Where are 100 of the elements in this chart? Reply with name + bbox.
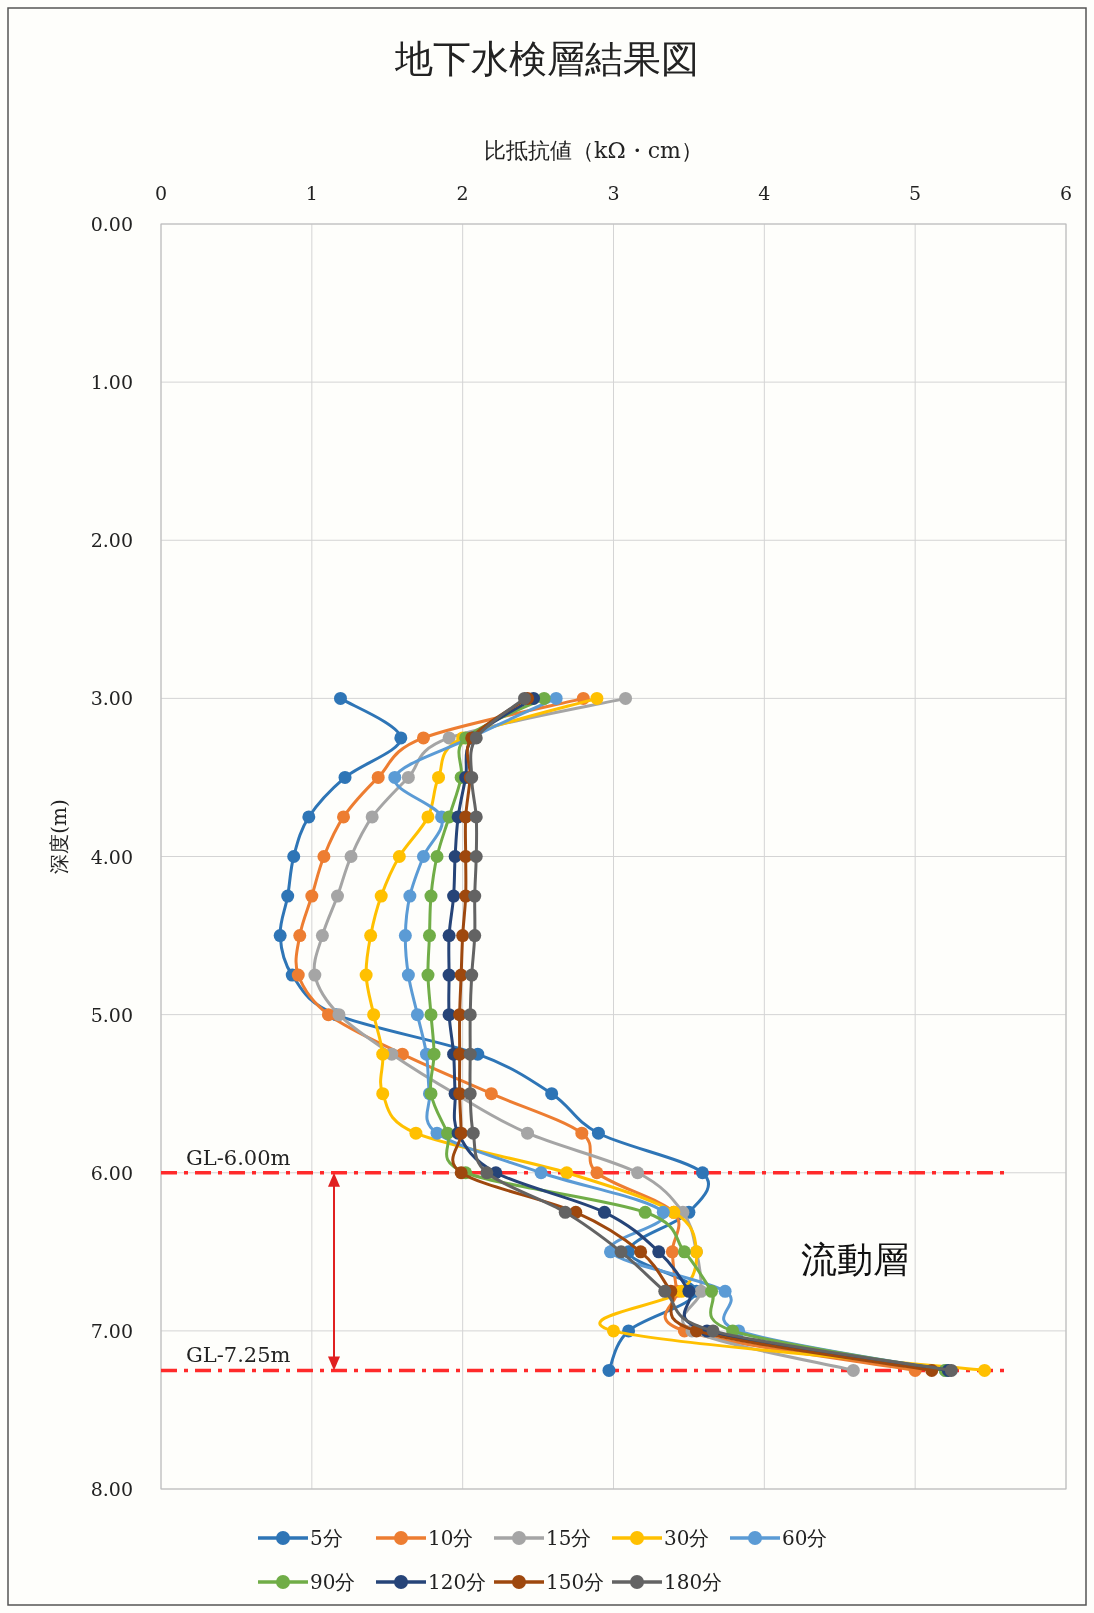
point	[718, 1284, 732, 1298]
point	[453, 1008, 467, 1022]
point	[398, 929, 412, 943]
point	[463, 1047, 477, 1061]
point	[416, 731, 430, 745]
chart-title: 地下水検層結果図	[394, 37, 699, 81]
y-axis-title: 深度(m)	[47, 799, 71, 874]
x-tick-label: 5	[909, 182, 922, 204]
point	[424, 1008, 438, 1022]
point	[695, 1166, 709, 1180]
point	[634, 1245, 648, 1259]
point	[315, 929, 329, 943]
point	[484, 1087, 498, 1101]
point	[534, 1166, 548, 1180]
x-tick-label: 2	[456, 182, 469, 204]
y-tick-label: 4.00	[90, 845, 133, 868]
point	[480, 1166, 494, 1180]
y-tick-label: 6.00	[90, 1161, 133, 1184]
point	[463, 1008, 477, 1022]
point	[442, 929, 456, 943]
point	[447, 889, 461, 903]
point	[416, 850, 430, 863]
point	[273, 929, 287, 943]
point	[302, 810, 316, 824]
point	[537, 691, 551, 705]
point	[545, 1087, 559, 1101]
point	[590, 691, 604, 705]
legend-label: 150分	[546, 1570, 605, 1594]
y-tick-label: 0.00	[90, 213, 133, 235]
point	[521, 1126, 535, 1140]
point	[364, 929, 378, 943]
x-axis-title: 比抵抗値（kΩ・cm）	[484, 138, 703, 163]
legend-label: 60分	[782, 1526, 828, 1550]
point	[454, 1166, 468, 1180]
point	[469, 850, 483, 863]
legend-label: 15分	[546, 1526, 592, 1550]
point	[459, 850, 473, 863]
legend-label: 5分	[310, 1526, 343, 1550]
point	[652, 1245, 666, 1259]
point	[619, 691, 633, 705]
point	[677, 1245, 691, 1259]
point	[614, 1245, 628, 1259]
point	[392, 850, 406, 863]
point	[401, 770, 415, 784]
point	[293, 929, 307, 943]
legend-label: 10分	[428, 1526, 474, 1550]
x-tick-label: 6	[1059, 182, 1073, 204]
point	[558, 1205, 572, 1219]
point	[463, 1087, 477, 1101]
point	[338, 770, 352, 784]
point	[287, 850, 301, 863]
point	[308, 968, 322, 982]
point	[560, 1166, 574, 1180]
point	[466, 1126, 480, 1140]
point	[281, 889, 295, 903]
point	[549, 691, 563, 705]
point	[456, 929, 470, 943]
legend-label: 120分	[428, 1570, 487, 1594]
point	[305, 889, 319, 903]
point	[365, 810, 379, 824]
point	[410, 1008, 424, 1022]
point	[602, 1363, 616, 1377]
x-tick-label: 1	[305, 182, 318, 204]
point	[442, 968, 456, 982]
point	[337, 810, 351, 824]
ref-line-label: GL-6.00m	[186, 1145, 291, 1170]
point	[682, 1284, 696, 1298]
legend-label: 180分	[664, 1570, 723, 1594]
x-tick-label: 3	[607, 182, 620, 204]
point	[422, 929, 436, 943]
y-tick-label: 3.00	[90, 687, 133, 710]
y-tick-label: 5.00	[90, 1003, 133, 1026]
point	[631, 1166, 645, 1180]
y-tick-label: 8.00	[90, 1478, 133, 1500]
point	[706, 1324, 720, 1338]
point	[465, 968, 479, 982]
point	[374, 889, 388, 903]
y-tick-label: 1.00	[90, 371, 133, 394]
point	[665, 1245, 679, 1259]
point	[427, 1047, 441, 1061]
point	[658, 1284, 672, 1298]
point	[432, 770, 446, 784]
point	[376, 1047, 390, 1061]
point	[394, 731, 408, 745]
point	[469, 810, 483, 824]
x-tick-label: 4	[758, 182, 771, 204]
point	[978, 1363, 992, 1377]
point	[575, 1126, 589, 1140]
ref-line-label: GL-7.25m	[186, 1343, 291, 1368]
x-tick-label: 0	[154, 182, 168, 204]
point	[421, 968, 435, 982]
point	[317, 850, 331, 863]
point	[401, 968, 415, 982]
point	[468, 889, 482, 903]
point	[705, 1284, 719, 1298]
point	[656, 1205, 670, 1219]
point	[590, 1166, 604, 1180]
point	[409, 1126, 423, 1140]
point	[421, 810, 435, 824]
point	[424, 889, 438, 903]
